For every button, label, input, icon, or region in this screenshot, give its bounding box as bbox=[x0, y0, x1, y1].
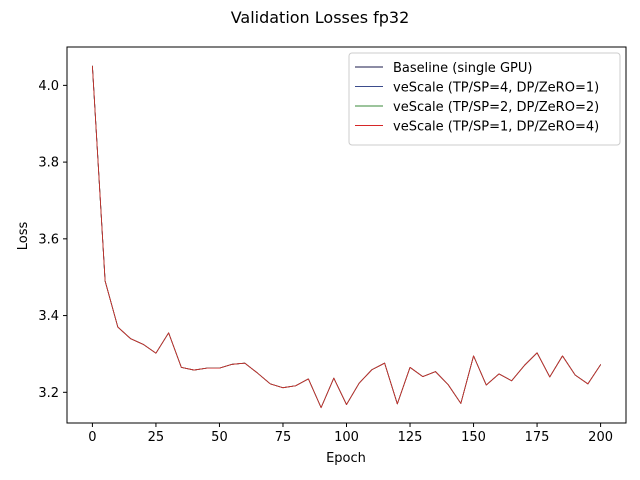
x-tick-label: 25 bbox=[148, 430, 165, 445]
x-tick-label: 200 bbox=[588, 430, 613, 445]
series-line-4 bbox=[92, 65, 601, 409]
plot-area: 0 25 50 75 100 125 150 175 200 3.2 3.4 3.6 3.8 4.0 bbox=[38, 46, 627, 445]
legend-label-1: Baseline (single GPU) bbox=[393, 61, 532, 76]
x-axis-label: Epoch bbox=[326, 451, 366, 466]
x-tick-label: 125 bbox=[398, 430, 423, 445]
y-tick-label: 3.8 bbox=[38, 156, 59, 171]
legend-box bbox=[348, 52, 621, 146]
legend-label-4: veScale (TP/SP=1, DP/ZeRO=4) bbox=[393, 120, 599, 135]
legend-label-2: veScale (TP/SP=4, DP/ZeRO=1) bbox=[393, 81, 599, 96]
x-tick-label: 50 bbox=[211, 430, 228, 445]
x-tick-label: 150 bbox=[461, 430, 486, 445]
legend: Baseline (single GPU) veScale (TP/SP=4, D… bbox=[348, 52, 621, 146]
legend-label-3: veScale (TP/SP=2, DP/ZeRO=2) bbox=[393, 100, 599, 115]
y-axis-label: Loss bbox=[16, 222, 31, 251]
x-tick-label: 75 bbox=[275, 430, 292, 445]
x-tick-label: 0 bbox=[88, 430, 96, 445]
y-tick-label: 3.4 bbox=[38, 309, 59, 324]
y-tick-label: 3.6 bbox=[38, 232, 59, 247]
x-tick-label: 100 bbox=[334, 430, 359, 445]
y-tick-label: 3.2 bbox=[38, 386, 59, 401]
x-tick-label: 175 bbox=[525, 430, 550, 445]
y-tick-label: 4.0 bbox=[38, 79, 59, 94]
chart-title: Validation Losses fp32 bbox=[231, 8, 410, 27]
